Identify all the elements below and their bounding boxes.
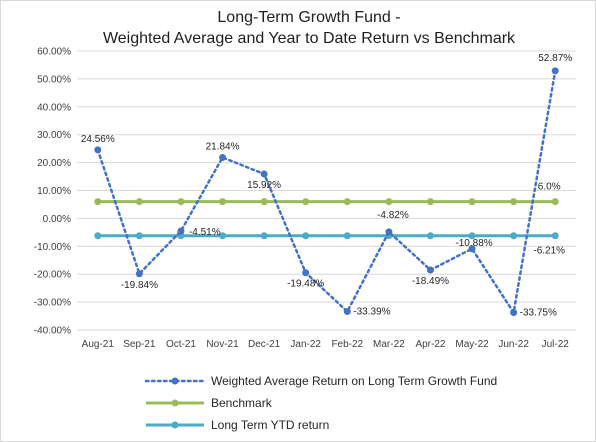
legend-label: Benchmark: [211, 396, 273, 410]
data-point: [510, 198, 518, 206]
data-point: [468, 198, 476, 206]
chart-title-line2: Weighted Average and Year to Date Return…: [103, 30, 516, 47]
chart-title-line1: Long-Term Growth Fund -: [217, 9, 400, 26]
data-label: -10.88%: [455, 238, 492, 249]
data-point: [94, 232, 102, 240]
data-labels: 24.56% -19.84% -4.51% 21.84% 15.92% -19.48% -3…: [81, 53, 572, 319]
x-tick-label: Aug-21: [82, 339, 115, 350]
y-tick-label: 60.00%: [37, 47, 71, 58]
data-point: [343, 198, 351, 206]
data-point: [385, 228, 393, 236]
data-label: -19.48%: [287, 279, 324, 290]
data-point: [551, 232, 559, 240]
legend-marker: [171, 421, 179, 429]
data-label: -18.49%: [412, 276, 449, 287]
y-tick-label: 30.00%: [37, 130, 71, 141]
data-label: 24.56%: [81, 134, 115, 145]
legend-label: Long Term YTD return: [211, 418, 329, 432]
data-point: [135, 232, 143, 240]
data-label: 21.84%: [206, 141, 240, 152]
gridlines: [77, 50, 576, 331]
data-point: [135, 270, 143, 278]
x-tick-label: Nov-21: [206, 339, 239, 350]
x-tick-label: Jun-22: [498, 339, 529, 350]
x-tick-label: Sep-21: [123, 339, 156, 350]
legend-marker: [171, 377, 179, 385]
y-tick-label: 20.00%: [37, 158, 71, 169]
y-axis: -40.00% -30.00% -20.00% -10.00% 0.00% 10.00% 2…: [34, 47, 71, 337]
ytd-end-label: -6.21%: [533, 246, 565, 257]
data-point: [510, 232, 518, 240]
x-tick-label: May-22: [455, 339, 489, 350]
x-tick-label: Oct-21: [166, 339, 196, 350]
data-point: [468, 232, 476, 240]
data-point: [219, 232, 227, 240]
y-tick-label: -20.00%: [34, 270, 71, 281]
data-point: [468, 245, 476, 253]
y-tick-label: 50.00%: [37, 74, 71, 85]
data-point: [219, 198, 227, 206]
data-point: [426, 232, 434, 240]
data-label: -19.84%: [121, 280, 158, 291]
data-point: [260, 170, 268, 178]
y-tick-label: 10.00%: [37, 186, 71, 197]
data-point: [426, 266, 434, 274]
y-tick-label: -10.00%: [34, 242, 71, 253]
data-label: -33.39%: [353, 307, 390, 318]
series-line: [96, 69, 557, 316]
legend-marker: [171, 399, 179, 407]
data-label: -33.75%: [520, 308, 557, 319]
data-point: [302, 198, 310, 206]
x-axis: Aug-21 Sep-21 Oct-21 Nov-21 Dec-21 Jan-22 Feb-…: [82, 339, 570, 350]
data-label: -4.51%: [189, 227, 221, 238]
data-point: [177, 227, 185, 235]
data-label: 52.87%: [538, 53, 572, 64]
data-label: -4.82%: [377, 210, 409, 221]
legend: Weighted Average Return on Long Term Gro…: [144, 374, 497, 432]
data-point: [551, 67, 559, 75]
y-tick-label: 40.00%: [37, 102, 71, 113]
plot-area: [94, 67, 559, 317]
benchmark-end-label: 6.0%: [538, 182, 561, 193]
data-point: [426, 198, 434, 206]
y-tick-label: 0.00%: [43, 214, 71, 225]
x-tick-label: Feb-22: [331, 339, 363, 350]
data-point: [94, 198, 102, 206]
y-tick-label: -30.00%: [34, 298, 71, 309]
data-point: [343, 232, 351, 240]
x-tick-label: Apr-22: [415, 339, 445, 350]
data-point: [260, 232, 268, 240]
data-point: [219, 153, 227, 161]
legend-label: Weighted Average Return on Long Term Gro…: [211, 374, 497, 388]
data-point: [343, 308, 351, 316]
data-point: [510, 309, 518, 317]
data-point: [135, 198, 143, 206]
x-tick-label: Dec-21: [248, 339, 281, 350]
x-tick-label: Mar-22: [373, 339, 405, 350]
data-point: [385, 198, 393, 206]
x-tick-label: Jul-22: [542, 339, 570, 350]
x-tick-label: Jan-22: [290, 339, 321, 350]
y-tick-label: -40.00%: [34, 326, 71, 337]
data-point: [177, 198, 185, 206]
data-point: [302, 269, 310, 277]
data-point: [302, 232, 310, 240]
data-point: [94, 146, 102, 154]
data-point: [260, 198, 268, 206]
data-point: [551, 198, 559, 206]
data-label: 15.92%: [247, 180, 281, 191]
